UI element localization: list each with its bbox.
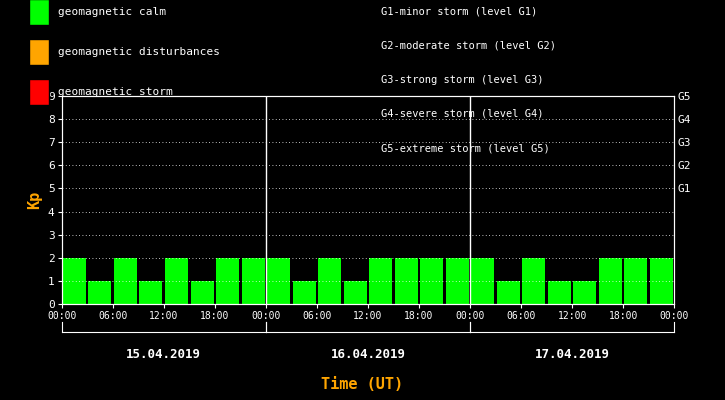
Bar [471, 258, 494, 304]
Bar [139, 281, 162, 304]
Bar [650, 258, 673, 304]
Text: 17.04.2019: 17.04.2019 [534, 348, 610, 360]
Y-axis label: Kp: Kp [28, 191, 42, 209]
Bar [599, 258, 622, 304]
Text: 16.04.2019: 16.04.2019 [331, 348, 405, 360]
Text: G3-strong storm (level G3): G3-strong storm (level G3) [381, 75, 543, 85]
Bar [344, 281, 367, 304]
Bar [624, 258, 647, 304]
Bar [293, 281, 315, 304]
Text: Time (UT): Time (UT) [321, 377, 404, 392]
Bar [165, 258, 188, 304]
Text: geomagnetic storm: geomagnetic storm [58, 87, 173, 97]
Bar [523, 258, 545, 304]
Bar [241, 258, 265, 304]
Bar [548, 281, 571, 304]
Text: geomagnetic disturbances: geomagnetic disturbances [58, 47, 220, 57]
Text: G5-extreme storm (level G5): G5-extreme storm (level G5) [381, 143, 550, 153]
Bar [267, 258, 290, 304]
Text: G1-minor storm (level G1): G1-minor storm (level G1) [381, 7, 537, 17]
Bar [497, 281, 520, 304]
Bar [63, 258, 86, 304]
Bar [191, 281, 213, 304]
Text: geomagnetic calm: geomagnetic calm [58, 7, 166, 17]
Bar [446, 258, 469, 304]
Bar [369, 258, 392, 304]
Bar [114, 258, 137, 304]
Bar [216, 258, 239, 304]
Bar [88, 281, 112, 304]
Bar [318, 258, 341, 304]
Bar [573, 281, 597, 304]
Text: G4-severe storm (level G4): G4-severe storm (level G4) [381, 109, 543, 119]
Bar [420, 258, 443, 304]
Text: G2-moderate storm (level G2): G2-moderate storm (level G2) [381, 41, 555, 51]
Text: 15.04.2019: 15.04.2019 [126, 348, 202, 360]
Bar [394, 258, 418, 304]
